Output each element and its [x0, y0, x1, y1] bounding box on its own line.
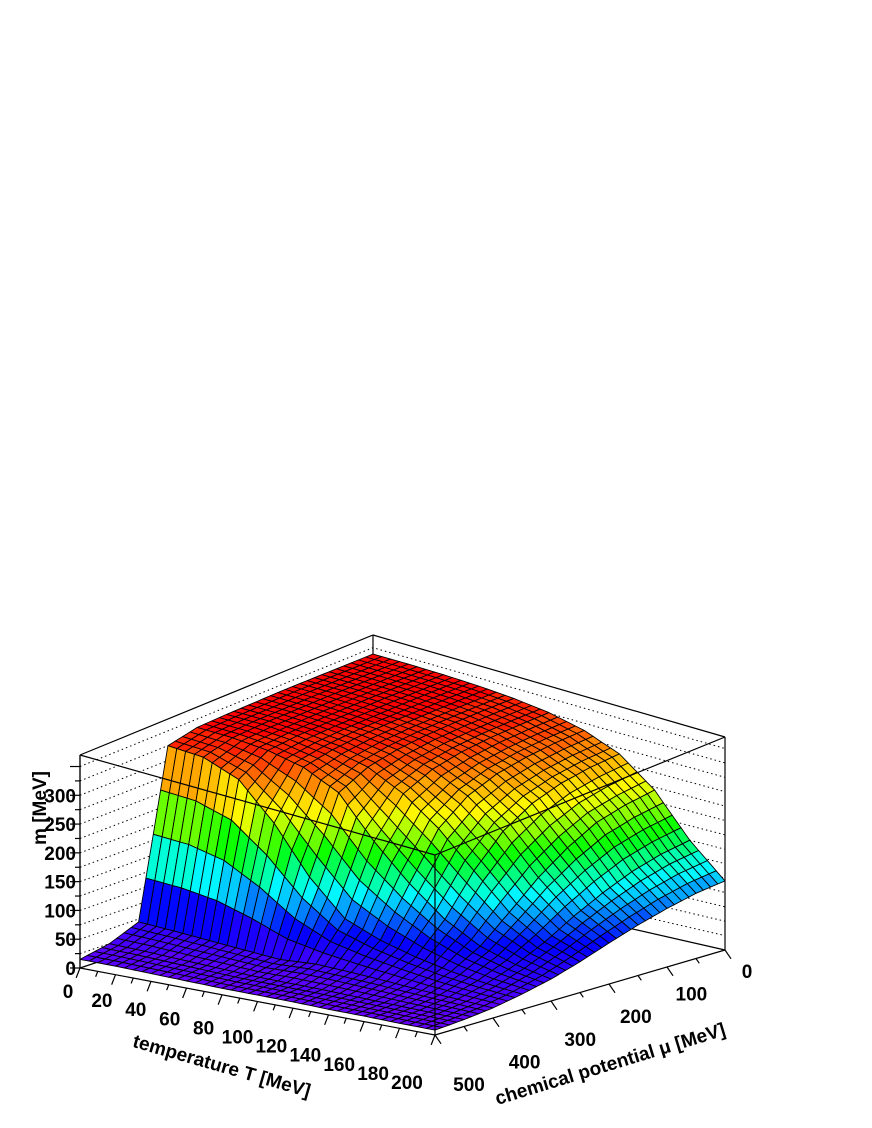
- x-axis-tick: [130, 977, 134, 984]
- x-tick-label: 140: [289, 1046, 321, 1067]
- x-tick-label: 200: [391, 1073, 423, 1094]
- x-tick-label: 180: [357, 1064, 389, 1085]
- y-axis-tick: [463, 1026, 468, 1032]
- z-tick-label: 300: [44, 786, 76, 807]
- x-axis-tick: [395, 1028, 401, 1039]
- x-axis-tick: [201, 991, 205, 998]
- z-tick-label: 50: [55, 930, 76, 951]
- x-axis-tick: [430, 1034, 436, 1046]
- surface-mesh: [79, 653, 726, 1031]
- z-axis-title: m [MeV]: [30, 771, 51, 845]
- x-axis-tick: [217, 994, 223, 1005]
- y-tick-label: 200: [620, 1007, 652, 1028]
- x-tick-label: 80: [193, 1018, 214, 1039]
- y-axis-tick: [521, 1009, 526, 1015]
- z-tick-label: 150: [44, 873, 76, 894]
- y-axis-tick: [434, 1034, 442, 1045]
- x-axis-tick: [253, 1001, 259, 1012]
- z-tick-label: 200: [44, 844, 76, 865]
- x-axis-tick: [95, 971, 99, 977]
- x-tick-label: 40: [125, 1000, 146, 1021]
- frame-edge: [79, 754, 436, 856]
- axes: 0 20 40 60 80 100 120 140 160 180 2000100200300400…: [44, 765, 753, 1096]
- x-axis-tick: [146, 981, 152, 992]
- frame-edge: [79, 634, 374, 756]
- y-tick-label: 300: [564, 1030, 596, 1051]
- y-axis-tick: [608, 983, 616, 994]
- y-axis-tick: [550, 1000, 558, 1011]
- x-axis-tick: [182, 987, 188, 999]
- x-axis-tick: [111, 974, 117, 985]
- x-axis-tick: [359, 1021, 365, 1032]
- x-axis-tick: [379, 1024, 383, 1031]
- x-axis-tick: [166, 984, 170, 991]
- frame-edge: [372, 634, 726, 738]
- y-axis-tick: [666, 966, 674, 977]
- x-tick-label: 100: [222, 1028, 254, 1049]
- x-tick-label: 0: [63, 982, 74, 1003]
- z-tick-label: 250: [44, 815, 76, 836]
- x-tick-label: 120: [256, 1037, 288, 1058]
- x-axis-tick: [414, 1031, 418, 1038]
- y-axis-tick: [637, 975, 642, 981]
- frame-edge: [434, 736, 726, 856]
- x-axis-tick: [343, 1018, 347, 1024]
- x-axis-tick: [237, 997, 241, 1004]
- y-axis-tick: [579, 992, 584, 998]
- x-axis-tick: [75, 967, 81, 979]
- y-axis-tick: [492, 1017, 500, 1028]
- x-axis-tick: [324, 1014, 330, 1026]
- y-tick-label: 400: [509, 1052, 541, 1073]
- z-tick-label: 0: [65, 959, 76, 980]
- x-axis-tick: [272, 1004, 276, 1011]
- z-tick-label: 100: [44, 901, 76, 922]
- x-axis-tick: [308, 1011, 312, 1018]
- y-axis-tick: [724, 949, 732, 960]
- y-tick-label: 500: [453, 1075, 485, 1096]
- box-frame: [79, 736, 726, 1036]
- x-tick-label: 60: [159, 1009, 180, 1030]
- y-tick-label: 0: [742, 962, 753, 983]
- y-tick-label: 100: [676, 985, 708, 1006]
- x-tick-label: 160: [323, 1055, 355, 1076]
- x-tick-label: 20: [91, 991, 112, 1012]
- y-axis-tick: [695, 958, 700, 964]
- x-axis-tick: [288, 1007, 294, 1019]
